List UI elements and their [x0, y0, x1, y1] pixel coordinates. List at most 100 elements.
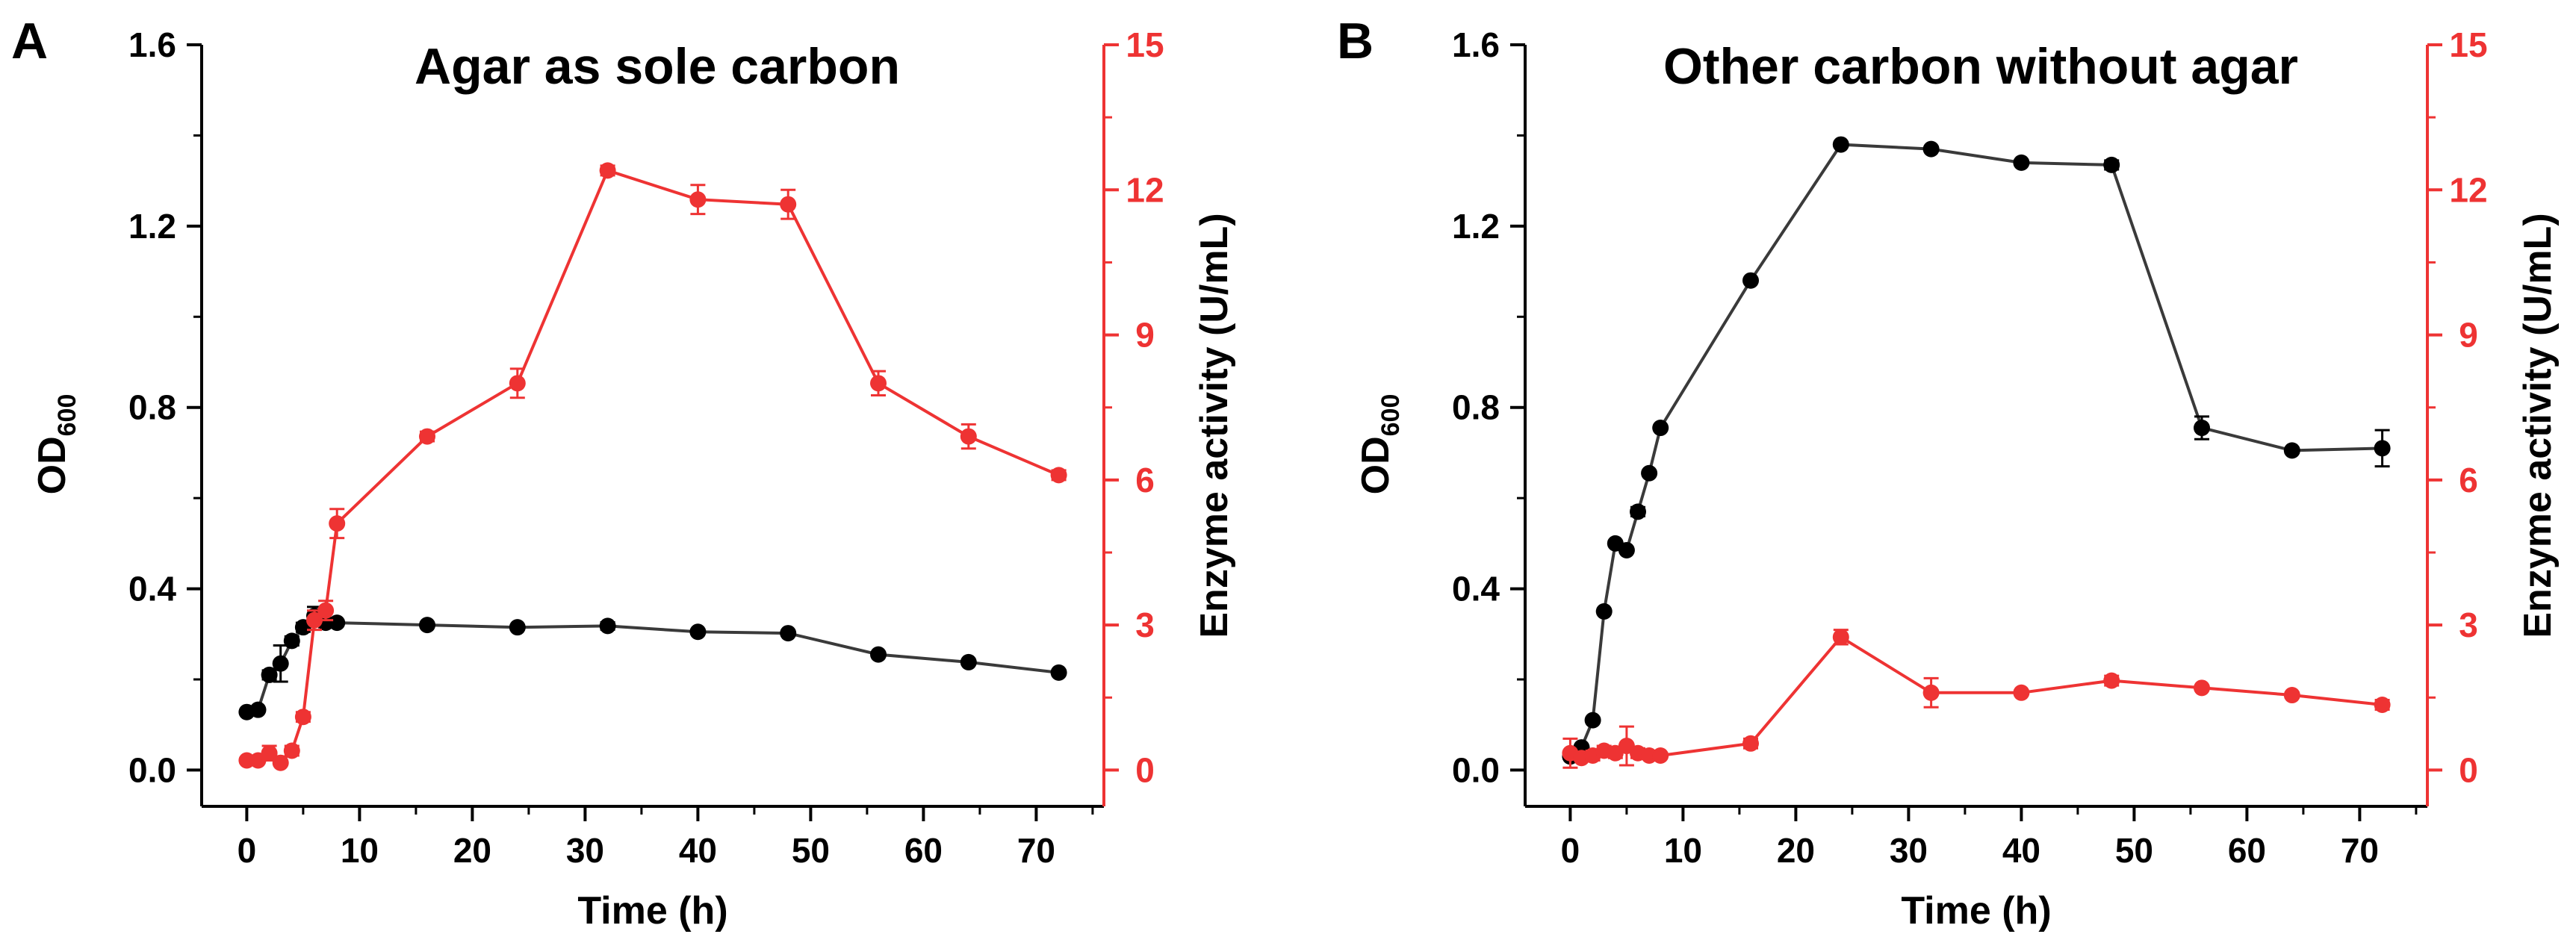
data-point: [419, 428, 435, 445]
y-right-tick-label: 15: [1126, 25, 1164, 64]
x-tick-label: 70: [1017, 831, 1055, 870]
x-tick-label: 60: [904, 831, 943, 870]
data-point: [1641, 464, 1658, 482]
data-point: [2194, 679, 2210, 697]
data-point: [238, 752, 255, 769]
data-point: [2013, 684, 2030, 701]
data-point: [317, 602, 335, 619]
y-left-tick-label: 1.2: [1452, 207, 1500, 246]
y-left-tick-label: 0.4: [1452, 570, 1500, 608]
x-tick-label: 30: [566, 831, 604, 870]
data-point: [780, 196, 797, 213]
data-point: [870, 375, 887, 392]
series-line: [246, 168, 1060, 765]
data-point: [1742, 735, 1759, 752]
x-tick-label: 50: [2115, 831, 2153, 870]
y-right-tick-label: 15: [2449, 25, 2487, 64]
series-line: [1569, 143, 2383, 758]
data-point: [509, 619, 526, 636]
series-line: [1569, 635, 2383, 760]
data-point: [1652, 747, 1669, 764]
data-point: [1832, 629, 1849, 646]
data-point: [249, 701, 267, 718]
y-right-tick-label: 12: [2449, 170, 2487, 209]
y-axis-left-label-main: OD: [31, 436, 74, 494]
data-point: [2374, 440, 2391, 457]
y-right-tick-label: 0: [1135, 750, 1155, 789]
data-point: [1050, 467, 1067, 484]
data-point: [1641, 747, 1658, 764]
y-right-tick-label: 3: [2459, 606, 2478, 644]
data-point: [960, 653, 977, 670]
data-point: [2283, 442, 2300, 459]
series-enzyme-activity: [238, 162, 1067, 771]
y-left-tick-label: 0.0: [1452, 750, 1500, 789]
panel-label: B: [1337, 13, 1374, 69]
x-tick-label: 70: [2341, 831, 2379, 870]
x-tick-label: 50: [792, 831, 830, 870]
data-point: [1595, 603, 1613, 620]
y-right-tick-label: 9: [2459, 316, 2478, 355]
data-point: [1584, 712, 1601, 729]
data-point: [2013, 154, 2030, 171]
data-point: [294, 709, 311, 726]
data-point: [689, 191, 707, 208]
y-left-tick-label: 0.8: [128, 388, 176, 427]
x-tick-label: 20: [1777, 831, 1815, 870]
data-point: [599, 617, 616, 635]
data-point: [1742, 272, 1759, 289]
y-axis-right-label: Enzyme activity (U/mL): [2516, 213, 2560, 638]
y-left-tick-label: 1.6: [1452, 25, 1500, 64]
x-tick-label: 30: [1890, 831, 1928, 870]
data-point: [272, 655, 289, 672]
data-point: [2103, 672, 2120, 689]
x-tick-label: 10: [1664, 831, 1702, 870]
data-point: [419, 617, 435, 634]
data-point: [1922, 140, 1940, 158]
data-point: [2194, 420, 2210, 437]
data-point: [599, 162, 616, 179]
y-left-tick-label: 1.6: [128, 25, 176, 64]
data-point: [1832, 136, 1849, 153]
y-left-tick-label: 0.8: [1452, 388, 1500, 427]
data-point: [306, 611, 323, 629]
data-point: [780, 625, 797, 642]
y-axis-left-label-main: OD: [1354, 436, 1397, 494]
y-right-tick-label: 3: [1135, 606, 1155, 644]
x-tick-label: 40: [679, 831, 717, 870]
data-point: [329, 614, 346, 632]
data-point: [2283, 687, 2300, 704]
data-point: [261, 744, 278, 762]
y-left-tick-label: 1.2: [128, 207, 176, 246]
data-point: [509, 375, 526, 392]
y-left-tick-label: 0.4: [128, 570, 176, 608]
series-od600: [1562, 136, 2391, 765]
y-axis-left-label: OD600: [31, 394, 81, 495]
panel-label: A: [11, 13, 48, 69]
data-point: [2103, 156, 2120, 173]
x-axis-label: Time (h): [1901, 889, 2051, 933]
chart-title: Agar as sole carbon: [415, 38, 900, 95]
data-point: [329, 515, 346, 532]
series-od600: [238, 606, 1067, 720]
y-right-tick-label: 0: [2459, 750, 2478, 789]
y-axis-left-label-sub: 600: [53, 394, 81, 437]
data-point: [283, 632, 300, 650]
y-axis-left-label-sub: 600: [1377, 394, 1405, 437]
data-point: [2374, 697, 2391, 713]
x-tick-label: 0: [238, 831, 257, 870]
data-point: [1050, 664, 1067, 681]
x-tick-label: 10: [341, 831, 379, 870]
data-point: [689, 623, 707, 641]
x-tick-label: 20: [453, 831, 491, 870]
x-tick-label: 0: [1561, 831, 1580, 870]
x-axis-label: Time (h): [577, 889, 727, 933]
series-enzyme-activity: [1562, 629, 2391, 769]
y-axis-right-label: Enzyme activity (U/mL): [1193, 213, 1236, 638]
y-right-tick-label: 12: [1126, 170, 1164, 209]
y-axis-left-label: OD600: [1354, 394, 1405, 495]
data-point: [1922, 684, 1940, 701]
